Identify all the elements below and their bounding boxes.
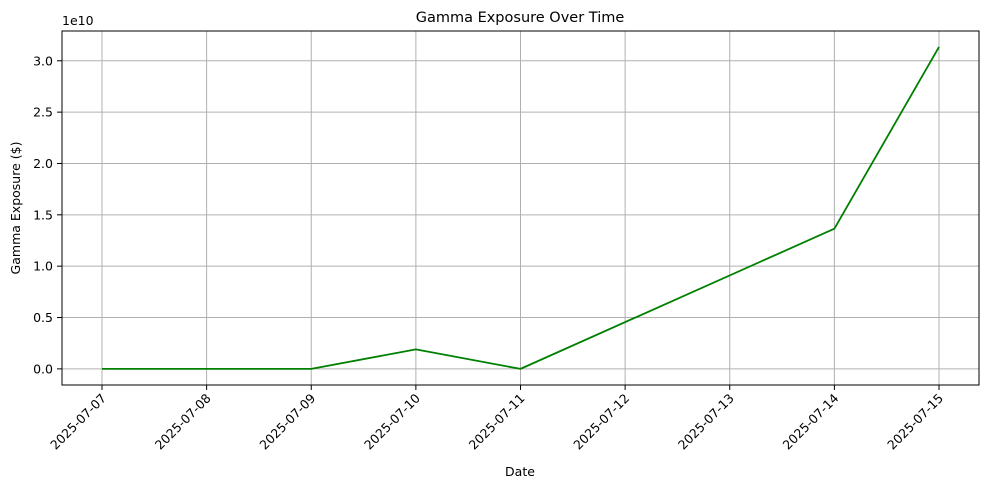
series-layer [102,46,940,370]
y-axis-label: Gamma Exposure ($) [8,142,23,275]
y-tick-label: 2.5 [33,105,53,120]
y-tick-label: 1.0 [33,259,53,274]
x-axis-label: Date [505,464,535,479]
series-line [102,46,940,370]
y-axis: 0.0 0.5 1.0 1.5 2.0 2.5 3.0 [33,53,62,376]
y-tick-label: 3.0 [33,53,53,68]
y-tick-label: 2.0 [33,156,53,171]
y-tick-label: 0.5 [33,310,53,325]
y-tick-label: 1.5 [33,207,53,222]
y-axis-offset-label: 1e10 [62,13,94,28]
chart-title: Gamma Exposure Over Time [416,10,625,26]
y-tick-label: 0.0 [33,361,53,376]
